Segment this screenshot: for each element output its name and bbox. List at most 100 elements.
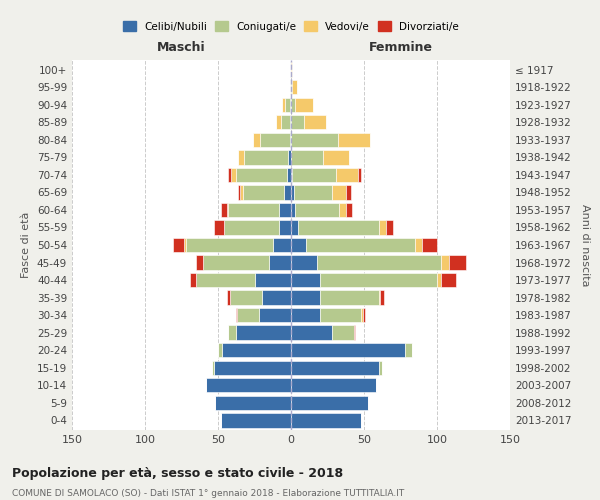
Bar xyxy=(231,168,236,182)
Bar xyxy=(206,378,291,392)
Bar xyxy=(291,150,323,164)
Bar xyxy=(305,238,415,252)
Bar xyxy=(379,290,380,305)
Bar xyxy=(442,273,456,287)
Bar xyxy=(290,80,291,94)
Bar xyxy=(291,220,298,234)
Bar xyxy=(380,290,385,305)
Bar xyxy=(332,326,354,340)
Bar xyxy=(238,185,240,200)
Bar xyxy=(291,378,376,392)
Bar xyxy=(338,132,370,147)
Bar xyxy=(437,273,442,287)
Bar xyxy=(236,308,237,322)
Bar xyxy=(361,308,362,322)
Bar xyxy=(281,115,290,130)
Bar xyxy=(291,168,292,182)
Bar xyxy=(291,396,368,410)
Bar xyxy=(212,360,214,375)
Bar xyxy=(277,115,281,130)
Bar xyxy=(291,308,320,322)
Bar xyxy=(186,238,274,252)
Bar xyxy=(236,326,291,340)
Bar xyxy=(292,168,336,182)
Bar xyxy=(422,238,437,252)
Bar xyxy=(244,150,288,164)
Bar xyxy=(362,308,365,322)
Bar xyxy=(287,168,291,182)
Y-axis label: Fasce di età: Fasce di età xyxy=(22,212,31,278)
Bar xyxy=(320,290,379,305)
Bar xyxy=(294,185,332,200)
Bar xyxy=(379,220,386,234)
Bar xyxy=(292,80,297,94)
Bar xyxy=(228,168,231,182)
Bar xyxy=(253,132,260,147)
Bar xyxy=(280,220,291,234)
Bar xyxy=(196,256,203,270)
Y-axis label: Anni di nascita: Anni di nascita xyxy=(580,204,590,286)
Bar xyxy=(215,396,291,410)
Bar xyxy=(221,202,227,217)
Bar xyxy=(274,238,291,252)
Legend: Celibi/Nubili, Coniugati/e, Vedovi/e, Divorziati/e: Celibi/Nubili, Coniugati/e, Vedovi/e, Di… xyxy=(119,17,463,36)
Bar xyxy=(320,308,361,322)
Bar xyxy=(223,343,291,357)
Bar xyxy=(228,326,236,340)
Bar xyxy=(254,273,291,287)
Bar xyxy=(214,360,291,375)
Text: COMUNE DI SAMOLACO (SO) - Dati ISTAT 1° gennaio 2018 - Elaborazione TUTTITALIA.I: COMUNE DI SAMOLACO (SO) - Dati ISTAT 1° … xyxy=(12,489,404,498)
Bar xyxy=(405,343,412,357)
Bar xyxy=(291,62,292,77)
Bar xyxy=(320,273,437,287)
Bar xyxy=(290,132,291,147)
Bar xyxy=(295,202,339,217)
Bar xyxy=(295,98,313,112)
Bar xyxy=(358,168,361,182)
Bar xyxy=(262,290,291,305)
Bar xyxy=(238,150,244,164)
Bar xyxy=(237,308,259,322)
Bar xyxy=(291,202,295,217)
Bar xyxy=(291,413,361,428)
Bar xyxy=(259,308,291,322)
Bar xyxy=(285,98,290,112)
Bar xyxy=(214,220,224,234)
Bar xyxy=(291,326,332,340)
Bar xyxy=(228,202,280,217)
Bar xyxy=(379,360,382,375)
Bar xyxy=(190,273,196,287)
Bar xyxy=(280,202,291,217)
Bar xyxy=(227,290,230,305)
Bar xyxy=(339,202,346,217)
Bar xyxy=(290,62,291,77)
Bar xyxy=(218,343,223,357)
Text: Femmine: Femmine xyxy=(368,41,433,54)
Bar xyxy=(288,150,291,164)
Bar xyxy=(196,273,254,287)
Bar xyxy=(323,150,349,164)
Bar xyxy=(336,168,358,182)
Bar xyxy=(240,185,243,200)
Bar xyxy=(449,256,466,270)
Bar xyxy=(291,185,294,200)
Bar xyxy=(224,220,280,234)
Bar xyxy=(184,238,186,252)
Bar xyxy=(354,326,355,340)
Bar xyxy=(291,80,292,94)
Bar xyxy=(236,168,287,182)
Bar xyxy=(282,98,285,112)
Bar xyxy=(221,413,291,428)
Bar xyxy=(442,256,449,270)
Text: Maschi: Maschi xyxy=(157,41,206,54)
Bar xyxy=(291,273,320,287)
Bar xyxy=(346,185,351,200)
Bar xyxy=(346,202,352,217)
Bar xyxy=(290,98,291,112)
Bar xyxy=(291,290,320,305)
Bar xyxy=(298,220,379,234)
Bar xyxy=(291,360,379,375)
Bar xyxy=(386,220,393,234)
Bar xyxy=(173,238,184,252)
Bar xyxy=(415,238,422,252)
